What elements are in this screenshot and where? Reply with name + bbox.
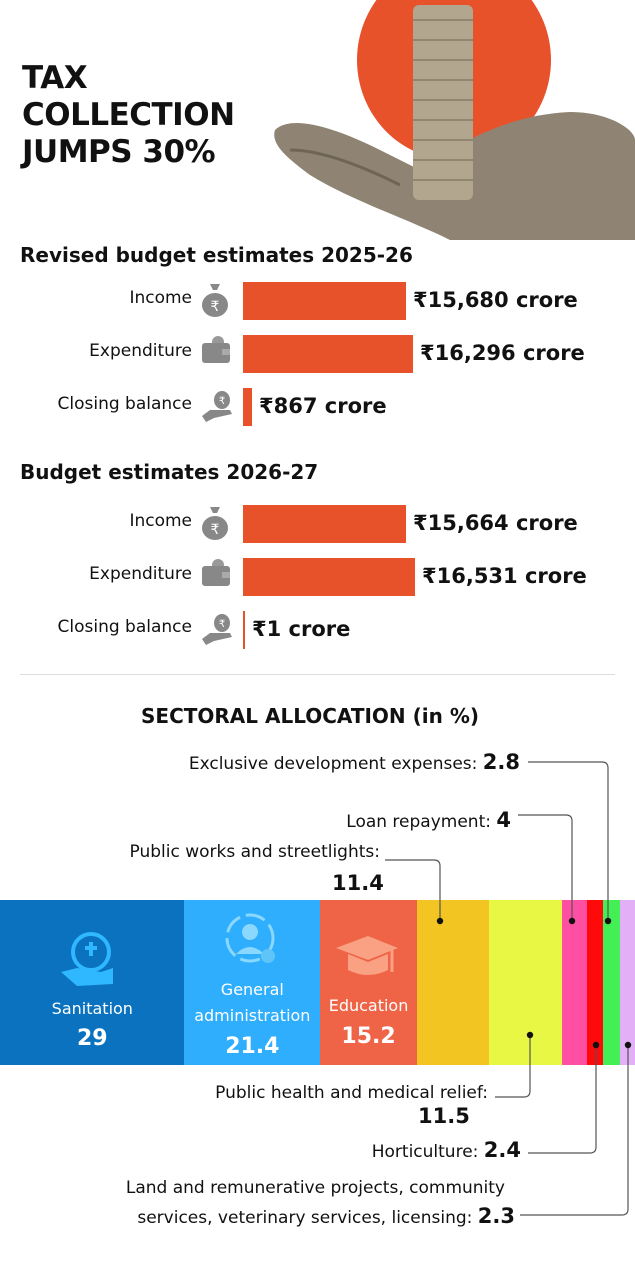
title-line: TAX: [22, 60, 88, 96]
segment-public-health-and-medical-relief: [488, 900, 563, 1065]
bar-value-label: ₹1 crore: [252, 617, 351, 641]
segment-value: 29: [77, 1026, 108, 1051]
divider: [20, 674, 615, 675]
hand-holding-coin-stack-icon: [274, 0, 635, 240]
segment-general-administration: General administration 21.4: [184, 900, 321, 1065]
segment-sanitation: Sanitation 29: [0, 900, 185, 1065]
bar-value-label: ₹15,664 crore: [413, 511, 578, 535]
segment-exclusive-development-expenses: [602, 900, 621, 1065]
page-title: TAX COLLECTION JUMPS 30%: [22, 60, 235, 171]
note-label: services, veterinary services, licensing…: [137, 1208, 478, 1228]
segment-value: 15.2: [341, 1024, 396, 1049]
bar-0: [243, 505, 406, 543]
note-exclusive: Exclusive development expenses: 2.8: [189, 750, 520, 774]
note-health-value: 11.5: [418, 1104, 470, 1128]
wallet-icon: [200, 558, 234, 592]
note-value: 2.8: [482, 750, 520, 774]
segment-label: Sanitation: [51, 999, 133, 1018]
bar-value-label: ₹16,531 crore: [422, 564, 587, 588]
svg-text:₹: ₹: [219, 396, 225, 407]
bar-1: [243, 335, 413, 373]
title-line: COLLECTION: [22, 97, 235, 133]
bar-0: [243, 282, 406, 320]
svg-text:₹: ₹: [211, 299, 220, 315]
bar-label: Closing balance: [57, 394, 192, 414]
bar-label: Income: [129, 511, 192, 531]
note-works-value: 11.4: [332, 871, 384, 895]
bar-label: Income: [129, 288, 192, 308]
note-health-label: Public health and medical relief:: [215, 1083, 488, 1103]
segment-label: Education: [328, 996, 409, 1015]
bar-value-label: ₹16,296 crore: [420, 341, 585, 365]
note-horti: Horticulture: 2.4: [372, 1138, 521, 1162]
note-value: 4: [496, 808, 511, 832]
bar-1: [243, 558, 415, 596]
title-line: JUMPS 30%: [22, 134, 216, 170]
segment-public-works-and-streetlights: [416, 900, 490, 1065]
bar-value-label: ₹867 crore: [259, 394, 387, 418]
svg-text:₹: ₹: [219, 619, 225, 630]
hand-money-icon: ₹: [200, 611, 234, 645]
segment-loan-repayment: [561, 900, 588, 1065]
wallet-icon: [200, 335, 234, 369]
sectoral-stacked-bar: Sanitation 29 General administration 21.4 Edu…: [0, 900, 635, 1065]
note-value: 2.3: [477, 1204, 515, 1228]
money-bag-icon: ₹: [200, 505, 234, 540]
note-value: 2.4: [483, 1138, 521, 1162]
note-label: Loan repayment:: [346, 812, 497, 832]
segment-label: administration: [194, 1006, 311, 1025]
note-land-line1: Land and remunerative projects, communit…: [125, 1178, 505, 1198]
bar-value-label: ₹15,680 crore: [413, 288, 578, 312]
note-land-line2: services, veterinary services, licensing…: [137, 1204, 515, 1228]
note-label: Exclusive development expenses:: [188, 754, 483, 774]
bar-label: Expenditure: [89, 341, 192, 361]
note-works-label: Public works and streetlights:: [129, 842, 380, 862]
segment-land-and-remunerative-projects-community-services-veterinary-services-licensing: [620, 900, 635, 1065]
bar-label: Expenditure: [89, 564, 192, 584]
hand-money-icon: ₹: [200, 388, 234, 422]
section-title: Revised budget estimates 2025-26: [20, 243, 413, 267]
segment-horticulture: [587, 900, 604, 1065]
segment-education: Education 15.2: [320, 900, 418, 1065]
bar-2: [243, 611, 245, 649]
bar-2: [243, 388, 252, 426]
svg-text:₹: ₹: [211, 522, 220, 538]
section-title: Budget estimates 2026-27: [20, 460, 319, 484]
note-loan: Loan repayment: 4: [346, 808, 511, 832]
sectoral-title: SECTORAL ALLOCATION (in %): [141, 704, 479, 728]
segment-value: 21.4: [225, 1034, 280, 1059]
bar-label: Closing balance: [57, 617, 192, 637]
note-label: Horticulture:: [371, 1142, 484, 1162]
segment-label: General: [220, 980, 284, 999]
money-bag-icon: ₹: [200, 282, 234, 317]
